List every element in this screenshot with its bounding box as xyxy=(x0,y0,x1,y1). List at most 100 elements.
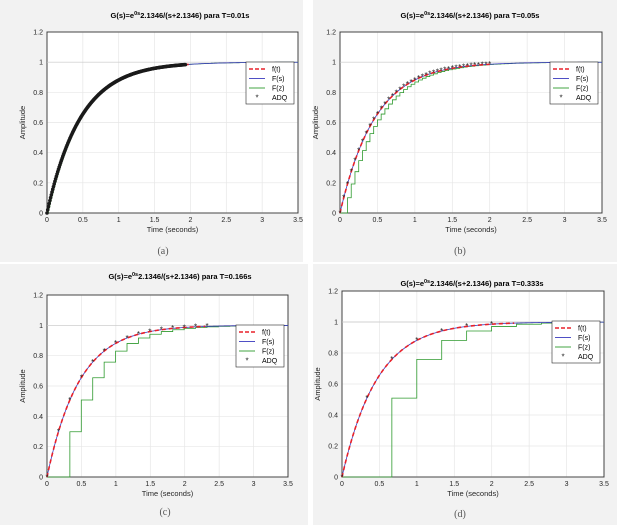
legend-label: F(s) xyxy=(578,335,590,342)
adq-marker: * xyxy=(473,61,476,70)
plot-frame xyxy=(341,290,605,478)
adq-marker: * xyxy=(462,62,465,71)
legend xyxy=(235,324,285,368)
y-tick-label: 0 xyxy=(334,475,338,482)
adq-marker: * xyxy=(477,61,480,70)
legend-marker-adq: * xyxy=(561,353,564,362)
x-tick-label: 0 xyxy=(45,481,49,488)
legend xyxy=(245,61,295,105)
chart-title-superscript: 0s xyxy=(424,279,430,285)
adq-marker: * xyxy=(481,61,484,70)
adq-marker: * xyxy=(391,92,394,101)
x-tick-label: 2 xyxy=(183,481,187,488)
x-tick-label: 0 xyxy=(338,217,342,224)
adq-marker xyxy=(46,204,51,209)
x-tick-label: 0 xyxy=(340,481,344,488)
legend-label: f(t) xyxy=(262,330,271,337)
y-tick-label: 1 xyxy=(334,320,338,327)
y-axis-label: Amplitude xyxy=(311,106,320,139)
adq-marker xyxy=(45,208,50,212)
adq-marker: * xyxy=(80,374,83,383)
adq-marker xyxy=(47,201,51,206)
adq-marker: * xyxy=(346,180,349,189)
chart-panel-2: 0 0.5 1 1.5 2 2.5 3 3.5 0 0.2 0.4 0.6 0.8 1 1.2 Time (s… xyxy=(0,264,308,525)
legend-marker-adq: * xyxy=(559,94,562,103)
adq-marker: * xyxy=(398,85,401,94)
series-markers-adq xyxy=(45,62,188,215)
adq-marker: * xyxy=(183,323,186,332)
series-line-ft xyxy=(341,322,515,478)
chart-title-superscript: 0s xyxy=(424,11,430,17)
adq-marker: * xyxy=(469,62,472,71)
x-tick-label: 1 xyxy=(415,481,419,488)
x-axis-label: Time (seconds) xyxy=(147,225,199,234)
chart-title: G(s)=e0s2.1346/(s+2.1346) para T=0.333s xyxy=(400,279,543,288)
legend-label: ADQ xyxy=(262,358,278,365)
chart-title-prefix: G(s)=e xyxy=(401,11,425,20)
x-tick-label: 3.5 xyxy=(293,217,303,224)
legend-marker-adq: * xyxy=(255,94,258,103)
adq-marker: * xyxy=(353,156,356,165)
adq-marker: * xyxy=(137,330,140,339)
legend-label: F(z) xyxy=(578,345,590,352)
figure-caption: (c) xyxy=(159,507,170,518)
y-tick-label: 1 xyxy=(39,323,43,330)
y-tick-label: 0.4 xyxy=(33,150,43,157)
x-tick-label: 1.5 xyxy=(150,217,160,224)
adq-marker: * xyxy=(395,88,398,97)
chart-title-superscript: 0s xyxy=(134,11,140,17)
legend-label: F(s) xyxy=(576,76,588,83)
adq-marker: * xyxy=(490,320,493,329)
x-tick-label: 1 xyxy=(117,217,121,224)
legend-label: ADQ xyxy=(578,354,594,361)
x-tick-label: 2.5 xyxy=(214,481,224,488)
x-tick-label: 0 xyxy=(45,217,49,224)
chart-title-suffix: 2.1346/(s+2.1346) para T=0.333s xyxy=(430,279,543,288)
x-tick-label: 0.5 xyxy=(78,217,88,224)
y-tick-label: 0.6 xyxy=(33,120,43,127)
x-tick-label: 1.5 xyxy=(447,217,457,224)
y-tick-label: 0.4 xyxy=(328,413,338,420)
adq-marker: * xyxy=(57,428,60,437)
legend-label: F(z) xyxy=(262,349,274,356)
adq-marker: * xyxy=(428,70,431,79)
chart-panel-3: 0 0.5 1 1.5 2 2.5 3 3.5 0 0.2 0.4 0.6 0.8 1 1.2 Time (s… xyxy=(313,264,617,525)
figure-caption: (a) xyxy=(157,246,168,257)
x-tick-label: 1 xyxy=(114,481,118,488)
x-tick-label: 3 xyxy=(563,217,567,224)
y-tick-label: 0.8 xyxy=(328,351,338,358)
legend xyxy=(549,61,599,105)
adq-marker: * xyxy=(68,396,71,405)
adq-marker: * xyxy=(45,473,48,482)
adq-marker: * xyxy=(466,62,469,71)
series-markers-adq: * * * * * * * xyxy=(340,320,493,482)
adq-marker: * xyxy=(440,327,443,336)
legend-label: f(t) xyxy=(578,326,587,333)
y-tick-label: 0.6 xyxy=(328,382,338,389)
x-tick-label: 2 xyxy=(488,217,492,224)
adq-marker: * xyxy=(402,83,405,92)
adq-marker: * xyxy=(436,67,439,76)
adq-marker: * xyxy=(342,194,345,203)
adq-marker xyxy=(48,198,52,203)
y-tick-label: 0 xyxy=(39,211,43,218)
series-line-ft xyxy=(339,63,490,214)
y-tick-label: 0 xyxy=(332,211,336,218)
chart-title: G(s)=e0s2.1346/(s+2.1346) para T=0.166s xyxy=(108,272,251,281)
figure-caption: (b) xyxy=(454,246,466,257)
adq-marker: * xyxy=(410,78,413,87)
chart-title-prefix: G(s)=e xyxy=(108,272,132,281)
chart-panel-1: 0 0.5 1 1.5 2 2.5 3 3.5 0 0.2 0.4 0.6 0.8 1 1.2 Time (s… xyxy=(311,0,617,262)
adq-marker: * xyxy=(488,60,491,69)
y-tick-label: 1.2 xyxy=(33,293,43,300)
y-tick-label: 1 xyxy=(332,60,336,67)
x-tick-label: 1.5 xyxy=(145,481,155,488)
adq-marker: * xyxy=(415,336,418,345)
adq-marker xyxy=(45,211,49,215)
chart-title-prefix: G(s)=e xyxy=(111,11,135,20)
adq-marker: * xyxy=(443,66,446,75)
adq-marker: * xyxy=(376,110,379,119)
adq-marker: * xyxy=(432,68,435,77)
chart-title-suffix: 2.1346/(s+2.1346) para T=0.05s xyxy=(430,11,539,20)
